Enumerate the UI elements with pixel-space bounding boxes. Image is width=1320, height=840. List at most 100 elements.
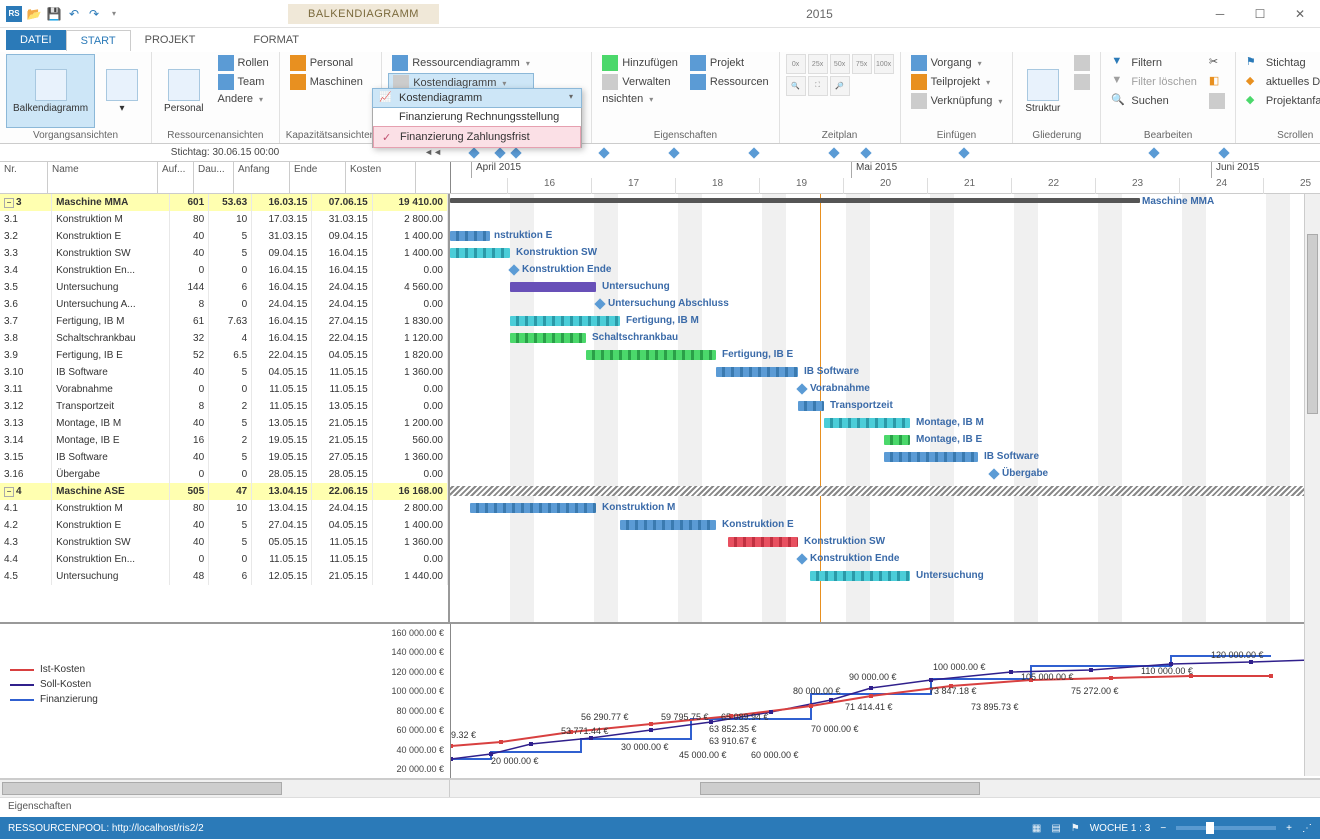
redo-icon[interactable]: ↷ (86, 6, 102, 22)
gantt-bar[interactable] (884, 435, 910, 445)
tab-format[interactable]: FORMAT (239, 30, 313, 50)
gantt-scroll-thumb[interactable] (700, 782, 980, 795)
aktuelles-button[interactable]: ◆aktuelles Datum (1242, 73, 1320, 91)
minimize-button[interactable]: ─ (1200, 0, 1240, 28)
gantt-bar[interactable] (798, 401, 824, 411)
team-button[interactable]: Team (214, 73, 273, 91)
andere-button[interactable]: Andere▾ (214, 92, 273, 106)
gantt-bar[interactable] (450, 486, 1310, 496)
qat-dropdown-icon[interactable]: ▾ (106, 6, 122, 22)
properties-row[interactable]: Eigenschaften (0, 797, 1320, 817)
table-row[interactable]: 3.7Fertigung, IB M617.6316.04.1527.04.15… (0, 313, 448, 330)
col-auf[interactable]: Auf... (158, 162, 194, 193)
table-row[interactable]: 3.15IB Software40519.05.1527.05.151 360.… (0, 449, 448, 466)
milestone-diamond[interactable] (796, 383, 807, 394)
gantt-pane[interactable]: Maschine MMAnstruktion EKonstruktion SWK… (450, 194, 1320, 622)
milestone-diamond[interactable] (796, 553, 807, 564)
view2-icon[interactable]: ▤ (1051, 823, 1060, 834)
gantt-bar[interactable] (470, 503, 596, 513)
table-row[interactable]: 3.12Transportzeit8211.05.1513.05.150.00 (0, 398, 448, 415)
teilprojekt-button[interactable]: Teilprojekt▾ (907, 73, 1007, 91)
ressourcendiagramm-button[interactable]: Ressourcendiagramm▾ (388, 54, 534, 72)
eraser-button[interactable]: ◧ (1205, 73, 1229, 91)
table-row[interactable]: −3Maschine MMA60153.6316.03.1507.06.1519… (0, 194, 448, 211)
zoom-in-icon[interactable]: 🔎 (830, 76, 850, 96)
task-table[interactable]: −3Maschine MMA60153.6316.03.1507.06.1519… (0, 194, 448, 585)
table-row[interactable]: 3.16Übergabe0028.05.1528.05.150.00 (0, 466, 448, 483)
gantt-bar[interactable] (450, 248, 510, 258)
close-button[interactable]: ✕ (1280, 0, 1320, 28)
milestone-diamond[interactable] (988, 468, 999, 479)
verwalten-button[interactable]: Verwalten (598, 73, 682, 91)
zoom-minus[interactable]: − (1160, 823, 1166, 834)
gantt-bar[interactable] (728, 537, 798, 547)
vorgang-button[interactable]: Vorgang▾ (907, 54, 1007, 72)
open-icon[interactable]: 📂 (26, 6, 42, 22)
table-row[interactable]: 4.5Untersuchung48612.05.1521.05.151 440.… (0, 568, 448, 585)
zoom-controls[interactable]: 🔍⛶🔎 (786, 76, 894, 96)
table-row[interactable]: −4Maschine ASE5054713.04.1522.06.1516 16… (0, 483, 448, 500)
col-dau[interactable]: Dau... (194, 162, 234, 193)
copy-button[interactable] (1205, 92, 1229, 110)
ressourcen-button[interactable]: Ressourcen (686, 73, 773, 91)
gantt-bar[interactable] (510, 333, 586, 343)
zoom-plus[interactable]: + (1286, 823, 1292, 834)
table-row[interactable]: 4.3Konstruktion SW40505.05.1511.05.151 3… (0, 534, 448, 551)
verknupfung-button[interactable]: Verknüpfung▾ (907, 92, 1007, 110)
table-scroll-thumb[interactable] (2, 782, 282, 795)
projektanfang-button[interactable]: ◆Projektanfang▾ (1242, 92, 1320, 110)
gantt-bar[interactable] (510, 316, 620, 326)
indent-button[interactable] (1070, 73, 1094, 91)
col-anfang[interactable]: Anfang (234, 162, 290, 193)
table-row[interactable]: 3.2Konstruktion E40531.03.1509.04.151 40… (0, 228, 448, 245)
dropdown-item-2[interactable]: Finanzierung Zahlungsfrist (373, 126, 581, 148)
view3-icon[interactable]: ⚑ (1071, 823, 1080, 834)
zoom-out-icon[interactable]: 🔍 (786, 76, 806, 96)
col-kosten[interactable]: Kosten (346, 162, 416, 193)
personal2-button[interactable]: Personal (286, 54, 367, 72)
collapse-button[interactable]: ◄◄ (424, 147, 442, 157)
tab-datei[interactable]: DATEI (6, 30, 66, 50)
table-row[interactable]: 3.13Montage, IB M40513.05.1521.05.151 20… (0, 415, 448, 432)
table-row[interactable]: 4.1Konstruktion M801013.04.1524.04.152 8… (0, 500, 448, 517)
milestone-diamond[interactable] (508, 264, 519, 275)
table-row[interactable]: 3.1Konstruktion M801017.03.1531.03.152 8… (0, 211, 448, 228)
horizontal-scrollbar[interactable] (0, 779, 1320, 797)
zoom-slider[interactable] (1176, 826, 1276, 830)
undo-icon[interactable]: ↶ (66, 6, 82, 22)
context-tab[interactable]: BALKENDIAGRAMM (288, 4, 439, 24)
table-row[interactable]: 4.4Konstruktion En...0011.05.1511.05.150… (0, 551, 448, 568)
balkendiagramm-button[interactable]: Balkendiagramm (6, 54, 95, 128)
rollen-button[interactable]: Rollen (214, 54, 273, 72)
projekt-button[interactable]: Projekt (686, 54, 773, 72)
milestone-diamond[interactable] (594, 298, 605, 309)
table-row[interactable]: 3.4Konstruktion En...0016.04.1516.04.150… (0, 262, 448, 279)
dropdown-header[interactable]: Kostendiagramm▾ (372, 88, 582, 108)
vertical-scrollbar[interactable] (1304, 194, 1320, 776)
gantt-bar[interactable] (810, 571, 910, 581)
zoom-fit-icon[interactable]: ⛶ (808, 76, 828, 96)
zoom-presets[interactable]: 0x25x50x75x100x (786, 54, 894, 74)
stichtag-button[interactable]: ⚑Stichtag (1242, 54, 1320, 72)
maschinen-button[interactable]: Maschinen (286, 73, 367, 91)
table-row[interactable]: 3.8Schaltschrankbau32416.04.1522.04.151 … (0, 330, 448, 347)
gantt-bar[interactable] (586, 350, 716, 360)
table-row[interactable]: 3.14Montage, IB E16219.05.1521.05.15560.… (0, 432, 448, 449)
tab-start[interactable]: START (66, 30, 131, 51)
vscroll-thumb[interactable] (1307, 234, 1318, 414)
gantt-bar[interactable] (620, 520, 716, 530)
table-row[interactable]: 3.10IB Software40504.05.1511.05.151 360.… (0, 364, 448, 381)
nsichten-button[interactable]: nsichten▾ (598, 92, 682, 106)
filter-loschen-button[interactable]: ▼Filter löschen (1107, 73, 1200, 91)
filtern-button[interactable]: ▼Filtern (1107, 54, 1200, 72)
suchen-button[interactable]: 🔍Suchen (1107, 92, 1200, 110)
table-row[interactable]: 3.6Untersuchung A...8024.04.1524.04.150.… (0, 296, 448, 313)
table-row[interactable]: 3.3Konstruktion SW40509.04.1516.04.151 4… (0, 245, 448, 262)
maximize-button[interactable]: ☐ (1240, 0, 1280, 28)
outdent-button[interactable] (1070, 54, 1094, 72)
struktur-button[interactable]: Struktur (1019, 54, 1066, 128)
table-row[interactable]: 3.5Untersuchung144616.04.1524.04.154 560… (0, 279, 448, 296)
gantt-bar[interactable] (824, 418, 910, 428)
col-name[interactable]: Name (48, 162, 158, 193)
save-icon[interactable]: 💾 (46, 6, 62, 22)
